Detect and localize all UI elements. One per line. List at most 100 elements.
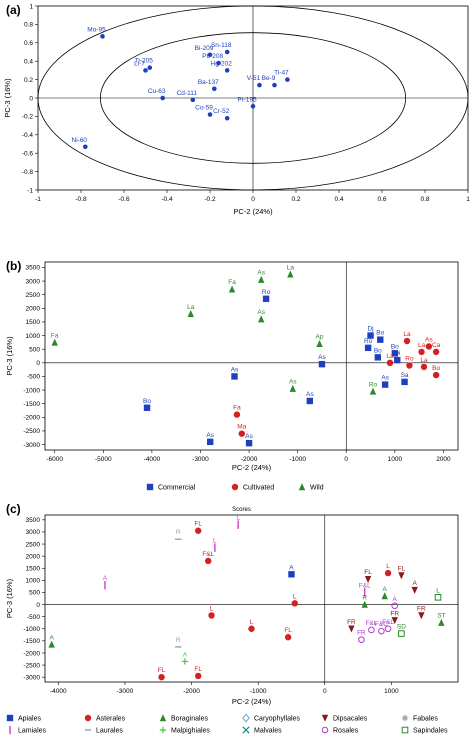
y-tick-label: -2500 [23, 428, 40, 435]
y-tick-label: 0.2 [24, 77, 33, 84]
data-label: Ca [432, 342, 441, 349]
x-tick-label: -3000 [192, 456, 209, 463]
legend-marker [321, 714, 329, 722]
data-point [205, 557, 212, 565]
data-label: L [293, 593, 297, 600]
data-point [212, 86, 217, 92]
data-label: Hg-202 [211, 60, 233, 67]
data-point [369, 387, 377, 395]
data-label: Pt-195 [237, 96, 257, 103]
data-label: A [183, 651, 188, 658]
data-point [348, 625, 355, 633]
data-point [398, 572, 405, 580]
data-label: Bo [432, 365, 440, 372]
data-point [272, 82, 277, 88]
panel-label: (b) [6, 259, 21, 273]
legend-label: Fabales [413, 716, 438, 723]
data-label: FR [357, 630, 366, 637]
data-point [143, 68, 148, 73]
y-tick-label: -1000 [23, 626, 40, 633]
data-point [190, 97, 196, 103]
data-label: R [362, 595, 367, 602]
data-label: A [413, 580, 418, 587]
data-label: Ni-60 [72, 137, 88, 144]
data-point [83, 144, 88, 150]
x-tick-label: -1000 [289, 456, 306, 463]
data-point [377, 336, 384, 343]
data-point [438, 618, 445, 626]
x-tick-label: -4000 [50, 688, 67, 695]
data-label: FR [347, 619, 356, 626]
x-tick-label: -0.2 [204, 196, 216, 203]
y-tick-label: 2000 [26, 306, 41, 313]
y-tick-label: 2500 [26, 292, 41, 299]
data-label: La [187, 304, 195, 311]
data-point [418, 348, 425, 356]
legend-label: Asterales [96, 716, 126, 723]
y-tick-label: 1000 [26, 578, 41, 585]
x-tick-label: -0.8 [75, 196, 87, 203]
plot-frame [44, 514, 459, 683]
data-label: FR [417, 605, 426, 612]
data-point [51, 338, 58, 346]
x-tick-label: -2000 [183, 688, 200, 695]
y-tick-label: 1500 [26, 566, 41, 573]
data-point [258, 315, 265, 323]
y-tick-label: -0.8 [22, 169, 34, 176]
x-axis-label: PC-2 (24%) [232, 463, 272, 472]
y-tick-label: -0.6 [22, 151, 34, 158]
data-label: F&L [365, 620, 377, 627]
legend-label: Commercial [158, 485, 196, 492]
x-tick-label: -2000 [241, 456, 258, 463]
legend-label: Malpighiales [171, 728, 210, 735]
data-label: FR [390, 610, 399, 617]
data-label: V-51 [247, 75, 261, 82]
data-point [195, 527, 202, 534]
data-point [208, 612, 215, 619]
data-label: Ap [316, 334, 324, 341]
data-point [381, 592, 388, 600]
data-label: La [386, 353, 394, 360]
y-tick-label: -2500 [23, 662, 40, 669]
data-point [284, 634, 292, 641]
y-tick-label: 3000 [26, 529, 41, 536]
y-tick-label: 3000 [26, 278, 41, 285]
data-label: Cu-63 [148, 88, 166, 95]
data-point [262, 295, 270, 302]
legend-label: Lamiales [18, 728, 47, 735]
data-point [398, 630, 405, 637]
y-tick-label: 2000 [26, 553, 41, 560]
legend-marker [6, 714, 14, 722]
data-label: Fa [51, 332, 59, 339]
data-point [224, 49, 230, 55]
y-tick-label: -0.4 [22, 132, 34, 139]
data-point [394, 356, 401, 364]
data-label: Pb-208 [202, 53, 223, 60]
legend-marker [401, 714, 409, 722]
data-label: As [231, 366, 239, 373]
data-point [432, 348, 440, 356]
data-point [143, 404, 151, 411]
legend-marker [84, 714, 92, 722]
data-label: A [393, 596, 398, 603]
data-point [245, 439, 253, 447]
data-label: R [176, 529, 181, 536]
data-point [406, 362, 413, 369]
y-tick-label: 500 [29, 346, 40, 353]
x-tick-label: 0 [323, 688, 327, 695]
data-label: Bi-209 [195, 45, 214, 52]
data-label: Bo [374, 347, 382, 354]
data-label: As [257, 270, 265, 277]
x-tick-label: 1 [466, 196, 470, 203]
data-point [285, 77, 290, 82]
data-label: FL [194, 666, 202, 673]
data-point [364, 344, 372, 352]
data-label: Sa [401, 372, 409, 379]
panel-0: (a) -1 -0.8 -0.6 -0.4 -0.2 0 0.2 0.4 0.6 0.8 1 1 0.8 0… [3, 3, 470, 216]
data-label: FL [158, 667, 166, 674]
data-label: L [250, 619, 254, 626]
x-tick-label: 0.8 [420, 196, 429, 203]
data-label: Ti-205 [135, 58, 154, 65]
data-label: F&C [375, 621, 388, 628]
data-label: Fa [233, 405, 241, 412]
